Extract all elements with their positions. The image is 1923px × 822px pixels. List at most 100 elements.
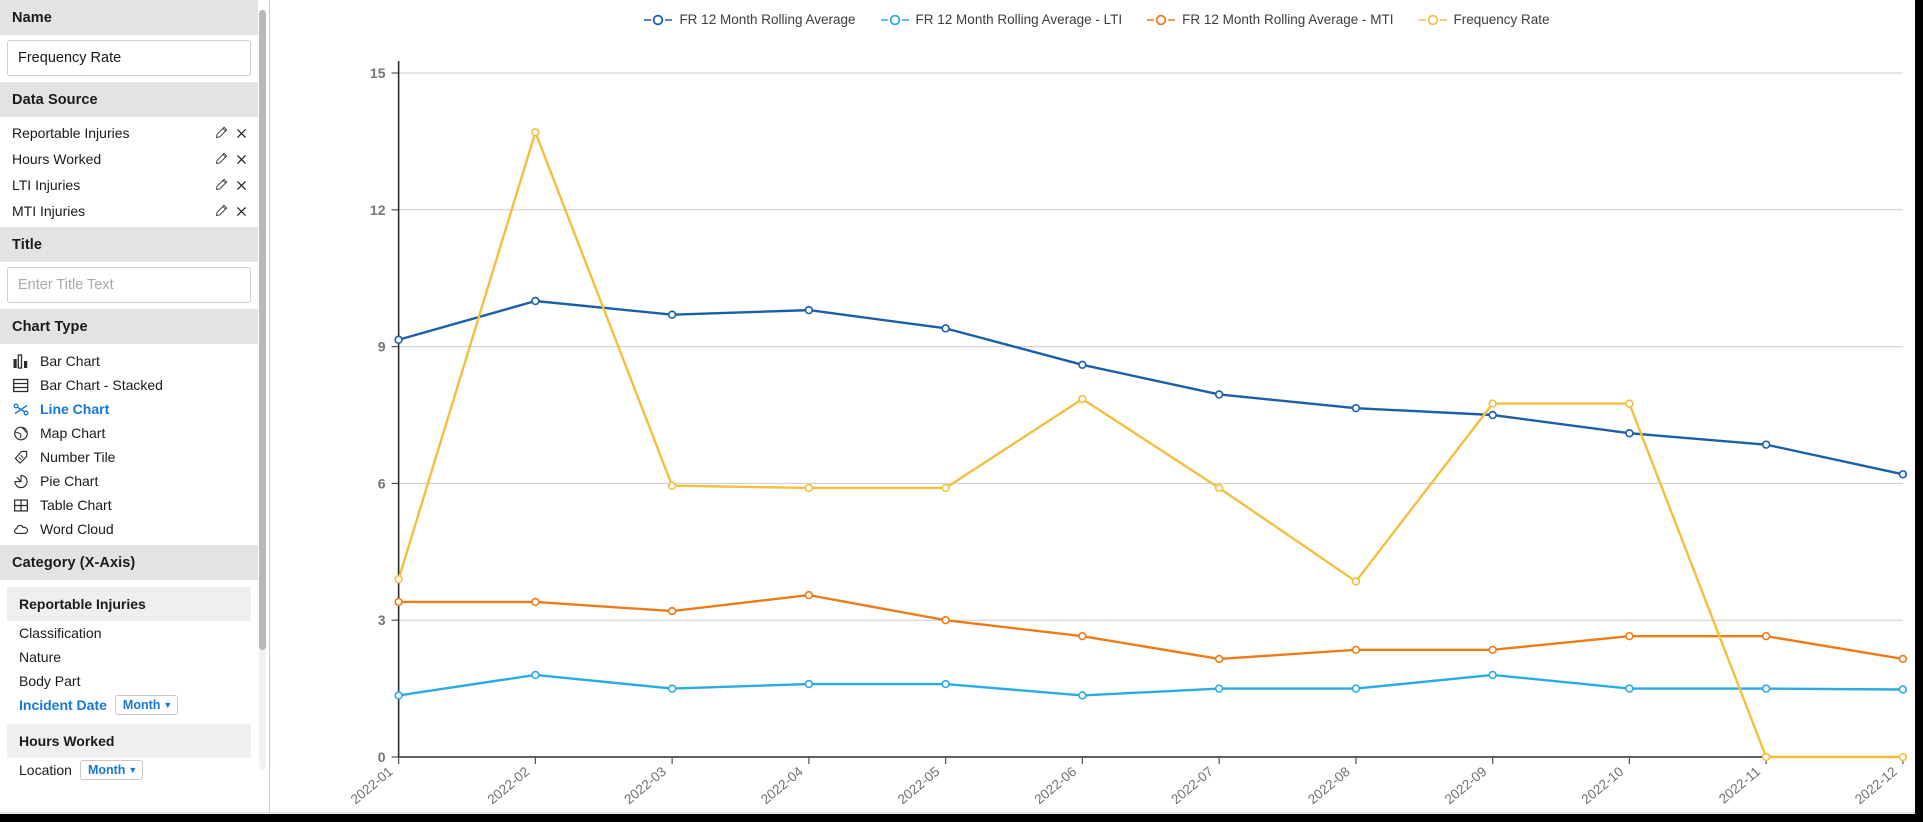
chart-type-number-tile[interactable]: Number Tile: [0, 445, 258, 469]
data-source-row[interactable]: Reportable Injuries: [0, 120, 258, 146]
incident-date-grouping-select[interactable]: Month ▼: [114, 695, 179, 715]
series-data-point[interactable]: [667, 310, 677, 319]
series-line[interactable]: [397, 299, 1905, 476]
chart-name-input[interactable]: [7, 40, 251, 76]
series-data-point[interactable]: [804, 483, 814, 493]
series-data-point[interactable]: [941, 615, 950, 625]
series-data-point[interactable]: [667, 481, 677, 490]
series-data-point[interactable]: [804, 590, 814, 600]
series-data-point[interactable]: [941, 324, 950, 333]
chevron-down-icon: ▼: [128, 764, 138, 775]
location-grouping-select[interactable]: Month ▼: [79, 760, 144, 780]
chart-type-pie-chart[interactable]: Pie Chart: [0, 469, 258, 493]
series-data-point[interactable]: [394, 335, 403, 344]
legend-item[interactable]: FR 12 Month Rolling Average - MTI: [1146, 12, 1394, 27]
series-data-point[interactable]: [1488, 410, 1497, 420]
series-data-point[interactable]: [1761, 752, 1771, 762]
series-line[interactable]: [397, 673, 1905, 697]
series-data-point[interactable]: [1214, 654, 1224, 664]
series-data-point[interactable]: [1898, 752, 1908, 762]
pencil-icon[interactable]: [214, 204, 228, 218]
pencil-icon[interactable]: [214, 126, 228, 140]
series-data-point[interactable]: [941, 483, 950, 493]
chart-type-bar-chart[interactable]: Bar Chart: [0, 349, 258, 373]
series-data-point[interactable]: [394, 574, 403, 584]
series-data-point[interactable]: [1078, 360, 1087, 370]
series-line[interactable]: [397, 593, 1905, 661]
series-data-point[interactable]: [1351, 645, 1361, 655]
series-data-point[interactable]: [1898, 654, 1908, 664]
category-field-nature[interactable]: Nature: [7, 645, 251, 669]
series-data-point[interactable]: [1351, 684, 1361, 693]
series-data-point[interactable]: [667, 684, 677, 693]
chart-type-map-chart[interactable]: Map Chart: [0, 421, 258, 445]
close-icon[interactable]: [235, 205, 248, 218]
category-group-reportable-injuries: Reportable Injuries: [7, 587, 251, 621]
series-data-point[interactable]: [1898, 470, 1908, 479]
category-field-location[interactable]: Location Month ▼: [7, 758, 251, 782]
series-data-point[interactable]: [394, 691, 403, 700]
series-data-point[interactable]: [1488, 399, 1497, 408]
series-data-point[interactable]: [1078, 691, 1087, 700]
category-field-incident-date[interactable]: Incident Date Month ▼: [7, 693, 251, 717]
chart-title-input[interactable]: [7, 267, 251, 303]
series-data-point[interactable]: [1625, 399, 1634, 408]
chart-type-line-chart[interactable]: Line Chart: [0, 397, 258, 421]
close-icon[interactable]: [235, 153, 248, 166]
series-data-point[interactable]: [1078, 631, 1087, 641]
data-source-label: Reportable Injuries: [12, 125, 130, 141]
series-data-point[interactable]: [804, 679, 814, 689]
series-data-point[interactable]: [1625, 429, 1634, 438]
y-axis-tick-label: 6: [378, 475, 386, 491]
name-section-header: Name: [0, 0, 258, 35]
series-data-point[interactable]: [1488, 645, 1497, 655]
series-data-point[interactable]: [1078, 394, 1087, 404]
series-data-point[interactable]: [1625, 631, 1634, 641]
series-data-point[interactable]: [1214, 390, 1224, 399]
data-source-row[interactable]: MTI Injuries: [0, 198, 258, 224]
chart-type-table-chart[interactable]: Table Chart: [0, 493, 258, 517]
chart-type-bar-chart-stacked[interactable]: Bar Chart - Stacked: [0, 373, 258, 397]
series-data-point[interactable]: [531, 296, 540, 306]
category-field-body-part[interactable]: Body Part: [7, 669, 251, 693]
data-source-row[interactable]: Hours Worked: [0, 146, 258, 172]
series-data-point[interactable]: [1351, 577, 1361, 586]
pencil-icon[interactable]: [214, 178, 228, 192]
close-icon[interactable]: [235, 179, 248, 192]
page-border-right: [1915, 0, 1923, 822]
series-data-point[interactable]: [394, 597, 403, 607]
series-data-point[interactable]: [1351, 403, 1361, 413]
category-field-classification[interactable]: Classification: [7, 621, 251, 645]
category-group-hours-worked: Hours Worked: [7, 724, 251, 758]
chart-type-label: Table Chart: [40, 497, 112, 513]
chart-config-sidebar: Name Data Source Reportable Injuries: [0, 0, 270, 822]
sidebar-scrollbar-track[interactable]: [259, 10, 266, 770]
series-line[interactable]: [397, 131, 1905, 759]
series-data-point[interactable]: [531, 128, 540, 137]
data-source-actions: [214, 152, 248, 166]
legend-item[interactable]: FR 12 Month Rolling Average: [643, 12, 856, 27]
table-chart-icon: [12, 497, 29, 514]
chart-type-word-cloud[interactable]: Word Cloud: [0, 517, 258, 541]
sidebar-scrollbar-thumb[interactable]: [259, 10, 266, 650]
series-data-point[interactable]: [1214, 483, 1224, 493]
series-data-point[interactable]: [1761, 684, 1771, 693]
series-data-point[interactable]: [1761, 631, 1771, 641]
data-source-row[interactable]: LTI Injuries: [0, 172, 258, 198]
series-data-point[interactable]: [531, 597, 540, 607]
series-data-point[interactable]: [531, 670, 540, 680]
series-data-point[interactable]: [1761, 440, 1771, 449]
series-data-point[interactable]: [1898, 685, 1908, 694]
map-chart-icon: [12, 425, 29, 442]
series-data-point[interactable]: [941, 679, 950, 689]
legend-item[interactable]: FR 12 Month Rolling Average - LTI: [880, 12, 1122, 27]
series-data-point[interactable]: [667, 606, 677, 616]
series-data-point[interactable]: [1488, 670, 1497, 680]
series-data-point[interactable]: [1214, 684, 1224, 693]
legend-item[interactable]: Frequency Rate: [1418, 12, 1550, 27]
series-data-point[interactable]: [1625, 684, 1634, 693]
pencil-icon[interactable]: [214, 152, 228, 166]
series-data-point[interactable]: [804, 305, 814, 315]
close-icon[interactable]: [235, 127, 248, 140]
